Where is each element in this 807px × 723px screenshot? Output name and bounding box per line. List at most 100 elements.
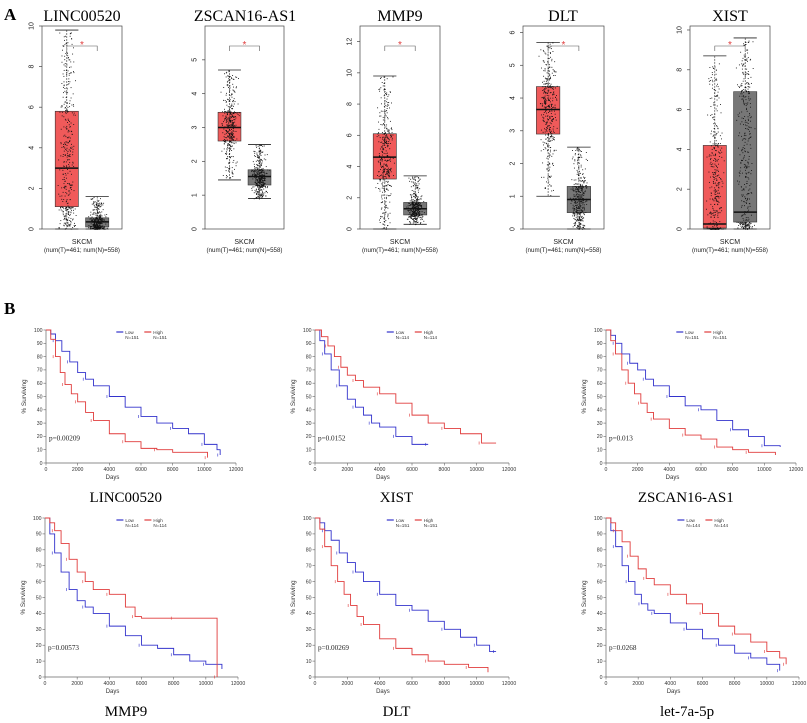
data-point <box>714 197 716 199</box>
data-point <box>68 155 70 157</box>
km-caption: MMP9 <box>105 704 148 720</box>
data-point <box>409 202 411 204</box>
data-point <box>70 143 72 145</box>
data-point <box>380 77 382 79</box>
y-tick-label: 90 <box>306 341 312 347</box>
x-tick-label: 0 <box>45 467 48 473</box>
data-point <box>228 163 230 165</box>
data-point <box>380 215 382 217</box>
x-tick-label: 2000 <box>342 681 354 687</box>
data-point <box>389 91 391 93</box>
data-point <box>73 72 75 74</box>
data-point <box>547 62 549 64</box>
data-point <box>720 207 722 209</box>
data-point <box>712 214 714 216</box>
data-point <box>382 173 384 175</box>
data-point <box>417 202 419 204</box>
data-point <box>715 211 716 213</box>
data-point <box>706 227 708 229</box>
data-point <box>583 208 585 210</box>
data-point <box>577 185 579 187</box>
data-point <box>386 136 388 138</box>
data-point <box>66 156 68 158</box>
data-point <box>255 175 257 176</box>
data-point <box>739 95 741 97</box>
data-point <box>229 85 231 87</box>
data-point <box>229 148 231 150</box>
data-point <box>421 195 423 197</box>
y-tick-label: 2 <box>510 161 517 165</box>
data-point <box>67 219 69 221</box>
data-point <box>738 172 740 174</box>
data-point <box>413 204 415 206</box>
data-point <box>259 178 261 180</box>
data-point <box>68 164 70 166</box>
data-point <box>387 137 389 139</box>
data-point <box>743 54 745 56</box>
data-point <box>97 219 99 221</box>
data-point <box>548 82 550 84</box>
data-point <box>63 143 65 145</box>
data-point <box>228 117 230 119</box>
data-point <box>709 67 711 68</box>
data-point <box>222 115 224 117</box>
data-point <box>743 163 745 165</box>
data-point <box>253 163 255 165</box>
data-point <box>409 200 411 202</box>
data-point <box>383 168 384 170</box>
data-point <box>231 105 233 107</box>
data-point <box>230 137 232 139</box>
data-point <box>549 106 551 108</box>
data-point <box>751 225 753 227</box>
data-point <box>743 144 745 146</box>
data-point <box>381 124 383 126</box>
data-point <box>68 183 70 184</box>
data-point <box>416 187 418 189</box>
data-point <box>742 72 744 74</box>
data-point <box>413 201 415 203</box>
data-point <box>94 220 96 222</box>
legend-label: Low <box>686 518 695 523</box>
data-point <box>744 132 746 134</box>
data-point <box>388 129 390 131</box>
legend-n: N=151 <box>424 523 438 528</box>
data-point <box>584 180 586 182</box>
data-point <box>383 189 385 191</box>
data-point <box>64 154 66 156</box>
p-value: p=0.0268 <box>609 644 637 652</box>
data-point <box>231 123 233 125</box>
data-point <box>555 71 557 73</box>
data-point <box>575 223 577 225</box>
data-point <box>553 139 555 141</box>
data-point <box>384 170 385 172</box>
data-point <box>578 156 580 158</box>
survival-curve-high <box>315 329 497 444</box>
data-point <box>752 41 754 43</box>
data-point <box>581 194 583 196</box>
data-point <box>64 63 66 64</box>
data-point <box>715 145 716 147</box>
data-point <box>582 210 584 212</box>
data-point <box>419 203 421 205</box>
data-point <box>549 74 551 76</box>
data-point <box>260 174 262 176</box>
data-point <box>231 167 233 169</box>
km-caption: let-7a-5p <box>660 704 714 720</box>
data-point <box>225 122 227 123</box>
data-point <box>233 143 235 145</box>
y-tick-label: 50 <box>597 595 603 601</box>
data-point <box>91 213 93 215</box>
data-point <box>63 84 65 86</box>
data-point <box>711 186 713 188</box>
data-point <box>574 213 576 215</box>
data-point <box>412 202 414 204</box>
data-point <box>385 142 387 144</box>
data-point <box>265 187 267 189</box>
data-point <box>64 142 66 144</box>
data-point <box>712 209 714 211</box>
data-point <box>229 167 231 169</box>
data-point <box>60 143 62 145</box>
data-point <box>264 154 266 156</box>
data-point <box>259 186 261 188</box>
